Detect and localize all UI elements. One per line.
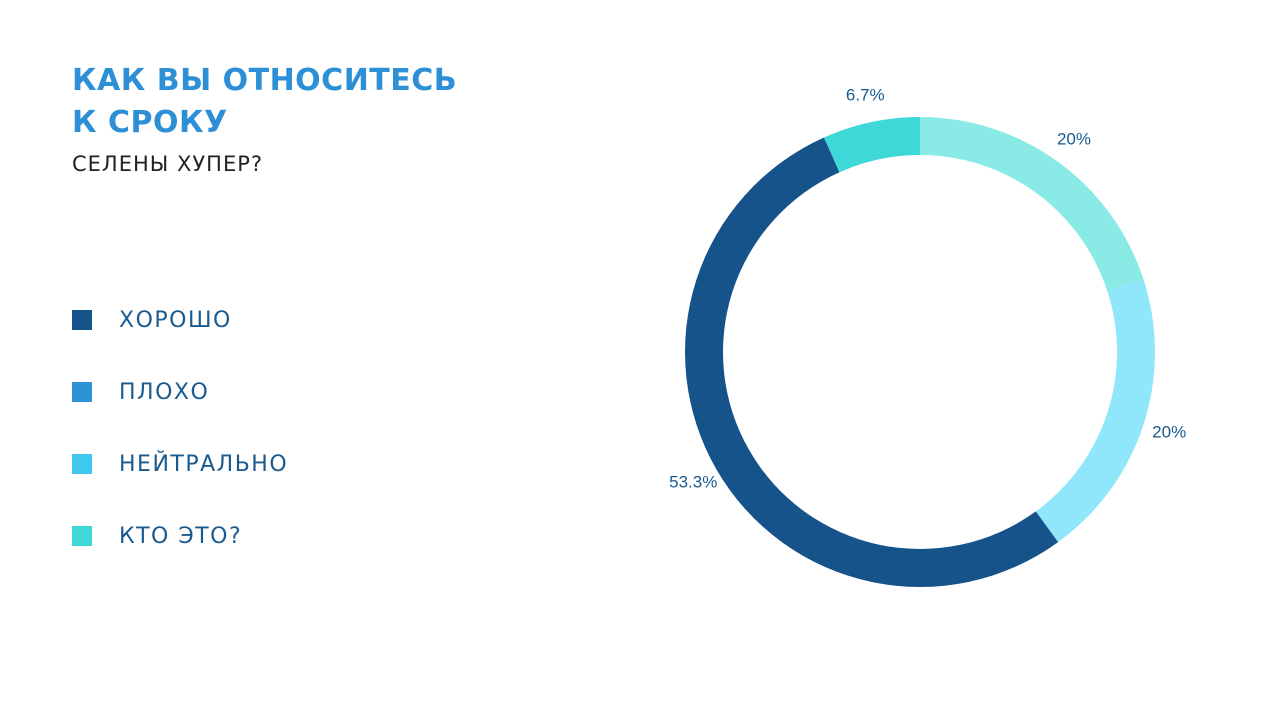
data-label: 20%	[1152, 422, 1186, 441]
legend-label: ХОРОШО	[119, 307, 232, 333]
chart-subtitle: СЕЛЕНЫ ХУПЕР?	[72, 152, 264, 176]
legend-item: КТО ЭТО?	[72, 500, 288, 572]
data-label: 20%	[1057, 130, 1091, 149]
legend-label: КТО ЭТО?	[119, 523, 243, 549]
legend: ХОРОШО ПЛОХО НЕЙТРАЛЬНО КТО ЭТО?	[72, 284, 288, 572]
legend-swatch	[72, 454, 92, 474]
legend-item: ПЛОХО	[72, 356, 288, 428]
donut-slice	[920, 117, 1144, 292]
legend-swatch	[72, 382, 92, 402]
legend-swatch	[72, 310, 92, 330]
chart-title: КАК ВЫ ОТНОСИТЕСЬ К СРОКУ	[72, 63, 458, 140]
data-label: 6.7%	[846, 85, 885, 104]
donut-slice	[1035, 279, 1155, 543]
data-label: 53.3%	[669, 473, 717, 492]
legend-label: НЕЙТРАЛЬНО	[119, 451, 289, 477]
legend-item: НЕЙТРАЛЬНО	[72, 428, 288, 500]
donut-slice	[685, 137, 1059, 588]
legend-swatch	[72, 526, 92, 546]
legend-label: ПЛОХО	[119, 379, 210, 405]
legend-item: ХОРОШО	[72, 284, 288, 356]
donut-slice	[823, 117, 920, 173]
